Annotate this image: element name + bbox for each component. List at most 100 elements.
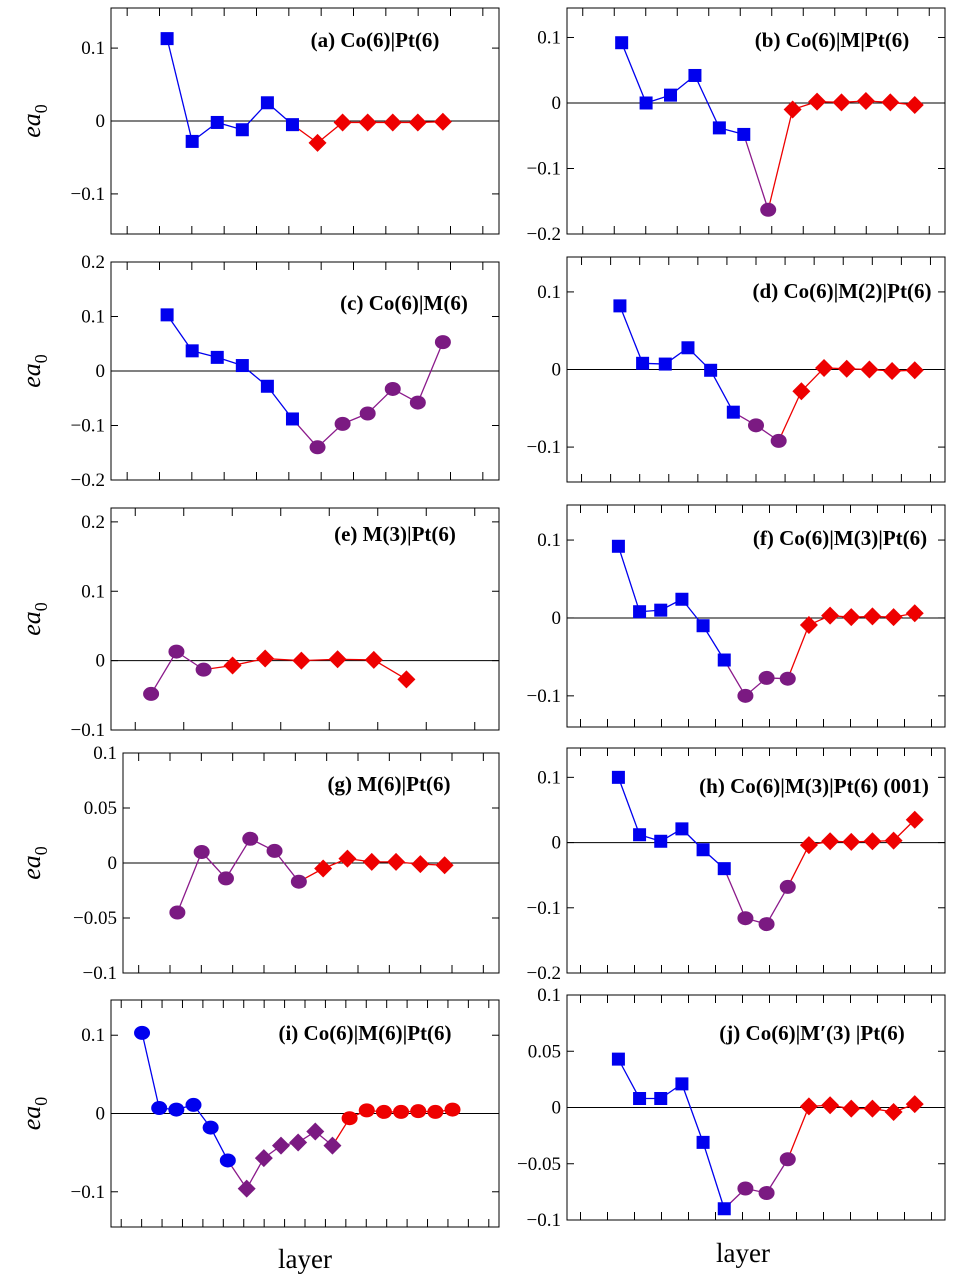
data-point-pt — [905, 604, 924, 623]
y-tick-label: 0.1 — [537, 27, 561, 48]
data-point-pt — [808, 92, 827, 111]
data-point-pt — [821, 832, 840, 851]
plot-frame — [566, 7, 946, 235]
data-point-m — [758, 917, 775, 932]
data-point-pt — [383, 113, 402, 132]
y-tick-label: −0.1 — [71, 720, 105, 741]
panel-title: (g) M(6)|Pt(6) — [328, 772, 451, 796]
y-axis-label-main: ea — [17, 1106, 46, 1131]
data-point-m — [195, 662, 212, 677]
data-point-pt — [883, 362, 902, 381]
data-point-co — [611, 539, 625, 553]
series-line — [617, 546, 641, 612]
panel-c: 0.20.10−0.1−0.2(c) Co(6)|M(6)ea0 — [17, 252, 500, 491]
data-point-m — [384, 381, 401, 396]
data-point-co — [654, 603, 668, 617]
y-axis-label-main: ea — [17, 113, 46, 138]
data-point-m — [308, 133, 327, 152]
data-point-co — [260, 379, 274, 393]
series-line — [702, 1142, 725, 1209]
data-point-co — [151, 1101, 168, 1116]
y-tick-label: −0.1 — [527, 686, 561, 707]
y-tick-label: 0 — [96, 361, 106, 382]
y-axis-label: ea0 — [17, 602, 51, 636]
y-axis-label-main: ea — [17, 363, 46, 388]
data-point-co — [611, 1052, 625, 1066]
y-tick-label: 0 — [96, 1104, 106, 1125]
data-point-m — [290, 874, 307, 889]
series-line — [778, 390, 802, 442]
data-point-m — [770, 433, 787, 448]
data-point-pt — [358, 1103, 375, 1118]
panel-a: 0.10−0.1(a) Co(6)|Pt(6)ea0 — [17, 7, 500, 235]
data-point-pt — [792, 382, 811, 401]
data-point-co — [675, 822, 689, 836]
data-point-co — [210, 115, 224, 129]
data-point-pt — [863, 607, 882, 626]
y-axis-label-sub: 0 — [31, 104, 51, 113]
data-point-pt — [821, 606, 840, 625]
y-tick-label: −0.2 — [527, 224, 561, 245]
data-point-pt — [905, 95, 924, 114]
data-point-co — [615, 36, 629, 50]
data-point-m — [748, 418, 764, 433]
series-line — [617, 777, 641, 835]
data-point-co — [717, 653, 731, 667]
data-point-co — [134, 1025, 151, 1040]
data-point-co — [704, 363, 718, 377]
series-line — [694, 75, 720, 129]
data-point-m — [737, 1181, 754, 1196]
y-tick-label: 0.1 — [537, 282, 561, 303]
data-point-m — [271, 1136, 290, 1155]
panel-b: 0.1 0 −0.1 −0.2 (b) Co(6)|M|Pt(6) — [527, 7, 946, 245]
series-line — [743, 134, 769, 210]
data-point-pt — [842, 608, 861, 627]
plot-frame — [566, 504, 946, 728]
panel-h: 0.1 0 −0.1 −0.2 (h) Co(6)|M(3)|Pt(6) (001) — [527, 747, 946, 984]
data-point-pt — [362, 852, 381, 871]
data-point-pt — [905, 1095, 924, 1114]
data-point-co — [611, 770, 625, 784]
y-tick-label: −0.05 — [73, 908, 117, 929]
series-line — [787, 624, 810, 679]
data-point-co — [636, 356, 650, 370]
y-tick-label: −0.1 — [71, 1182, 105, 1203]
panel-title: (e) M(3)|Pt(6) — [334, 522, 456, 546]
y-tick-label: −0.2 — [71, 470, 105, 491]
data-point-pt — [799, 615, 818, 634]
data-point-co — [185, 1097, 202, 1112]
data-point-co — [726, 405, 740, 419]
y-axis-label: ea0 — [17, 354, 51, 388]
panel-title: (b) Co(6)|M|Pt(6) — [755, 28, 909, 52]
y-tick-label: −0.2 — [527, 963, 561, 984]
data-point-m — [409, 395, 426, 410]
y-axis-label: ea0 — [17, 846, 51, 880]
data-point-m — [758, 670, 775, 685]
data-point-pt — [333, 113, 352, 132]
y-tick-label: 0 — [552, 93, 562, 114]
data-point-pt — [411, 855, 430, 874]
data-point-pt — [815, 358, 834, 377]
series-line — [150, 651, 178, 695]
data-point-pt — [799, 836, 818, 855]
y-tick-label: 0.1 — [537, 530, 561, 551]
y-tick-label: 0.1 — [93, 743, 117, 764]
panel-title: (a) Co(6)|Pt(6) — [311, 28, 440, 52]
data-point-pt — [832, 93, 851, 112]
series-line — [710, 369, 734, 413]
data-point-pt — [842, 832, 861, 851]
data-point-m — [779, 1152, 796, 1167]
data-point-co — [285, 412, 299, 426]
data-point-co — [675, 1077, 689, 1091]
data-point-m — [217, 871, 234, 886]
series-line — [681, 1083, 704, 1143]
data-point-co — [658, 357, 672, 371]
data-point-co — [681, 341, 695, 355]
data-point-pt — [905, 810, 924, 829]
data-point-co — [664, 88, 678, 102]
y-tick-label: −0.1 — [71, 416, 105, 437]
panel-title: (h) Co(6)|M(3)|Pt(6) (001) — [699, 774, 929, 798]
data-point-co — [235, 359, 249, 373]
data-point-m — [237, 1179, 256, 1198]
